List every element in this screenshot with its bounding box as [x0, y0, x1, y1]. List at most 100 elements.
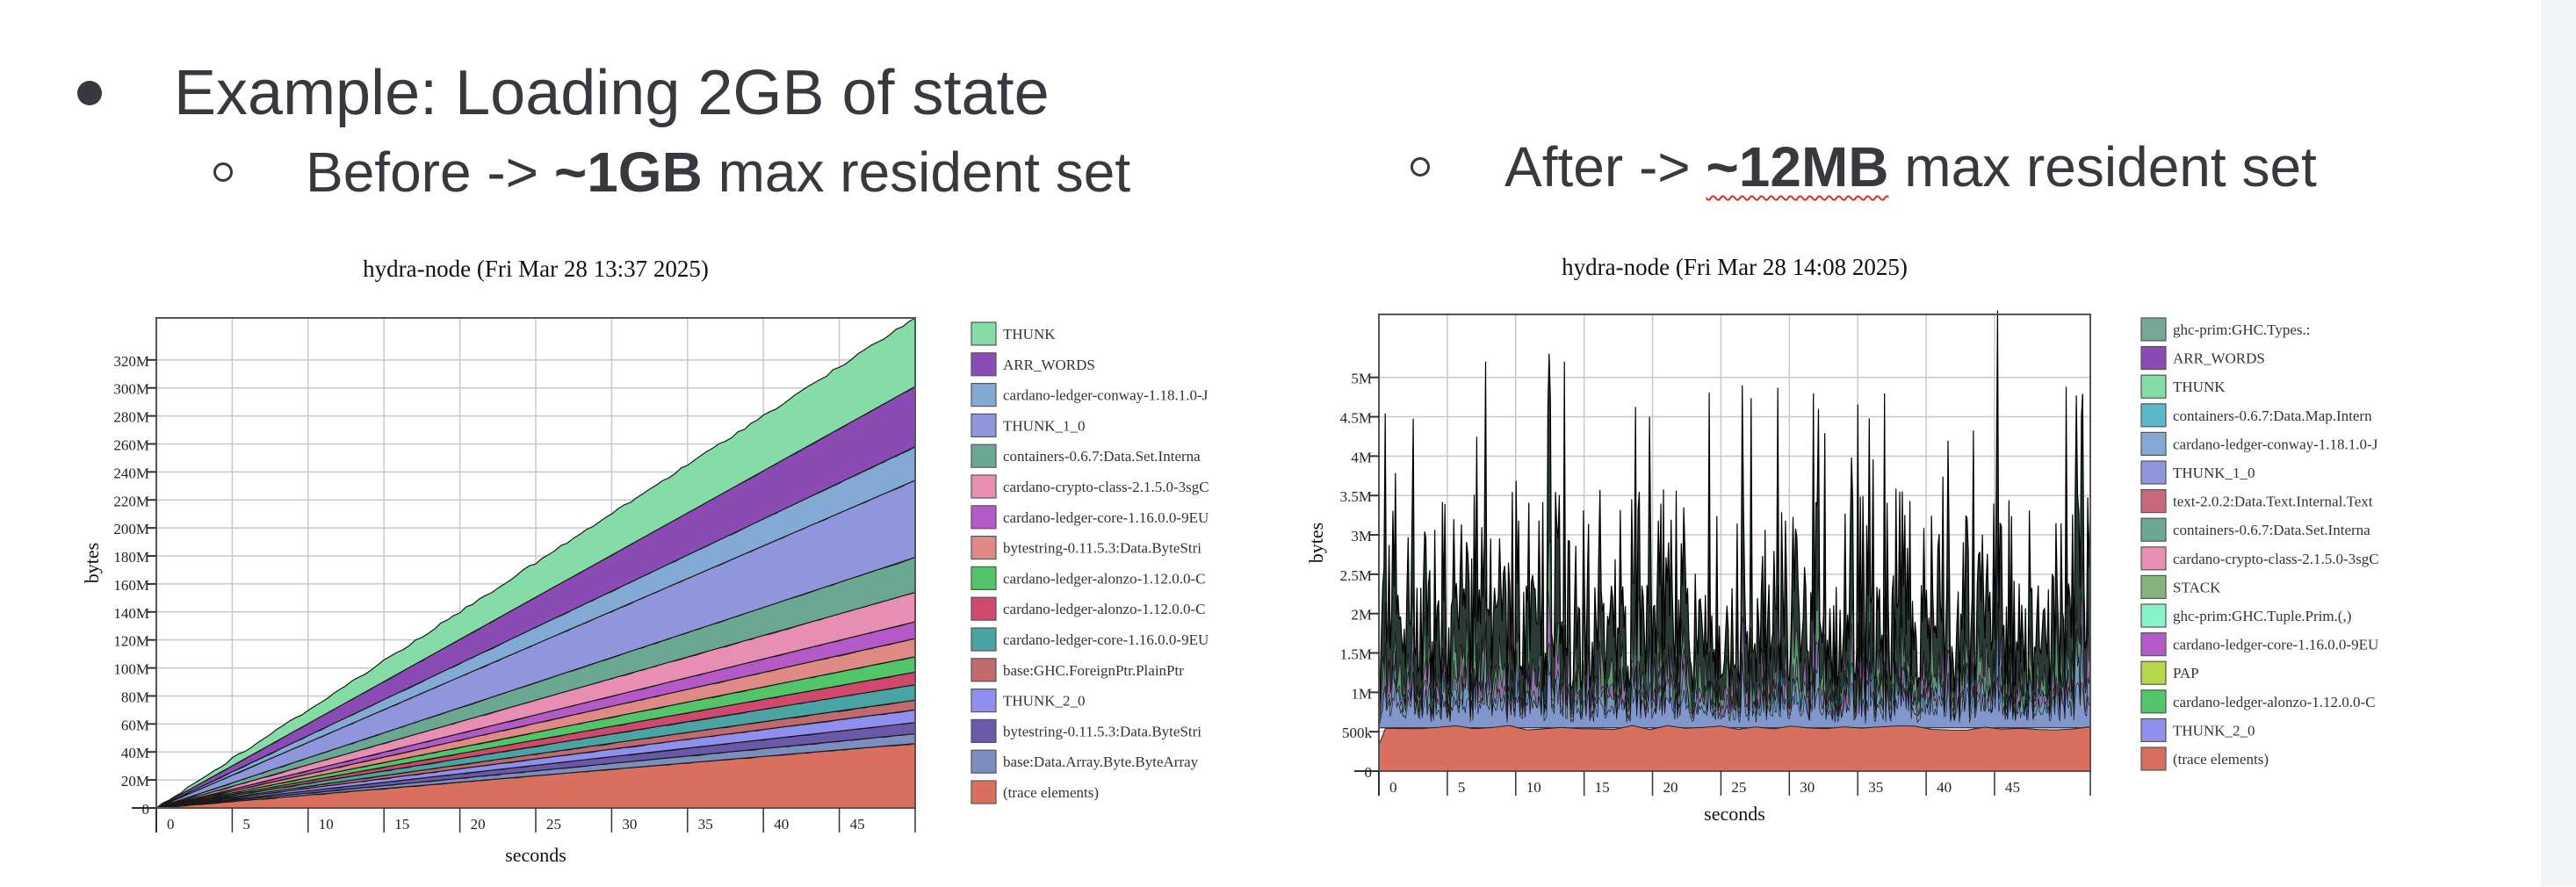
legend-swatch [2140, 574, 2167, 599]
before-prefix: Before -> [306, 141, 554, 204]
x-tick-label: 15 [1595, 779, 1610, 796]
legend-swatch [971, 413, 997, 437]
legend-swatch [971, 718, 997, 744]
after-line: After -> ~12MB max resident set [1504, 130, 2317, 204]
legend-swatch [2140, 603, 2167, 628]
x-tick-label: 10 [319, 816, 334, 833]
x-tick-label: 20 [471, 816, 486, 833]
legend-swatch [971, 474, 997, 499]
x-tick-label: 5 [242, 816, 250, 833]
y-tick-label: 40M [121, 745, 149, 761]
legend-swatch [971, 383, 997, 407]
legend-swatch [2140, 632, 2167, 657]
legend-swatch [971, 749, 997, 774]
y-tick-label: 2.5M [1340, 567, 1372, 584]
x-tick-label: 25 [546, 816, 561, 833]
x-tick-label: 45 [850, 816, 865, 833]
legend-entry: cardano-crypto-class-2.1.5.0-3sgC [1003, 479, 1209, 495]
y-tick-label: 60M [121, 717, 149, 733]
y-tick-label: 120M [113, 633, 149, 650]
plot-frame [1378, 314, 2091, 772]
legend-entry: ARR_WORDS [2173, 350, 2265, 367]
before-line: Before -> ~1GB max resident set [306, 135, 1130, 209]
legend-swatch [971, 321, 997, 346]
after-bold: ~12MB [1706, 135, 1889, 198]
legend: ghc-prim:GHC.Types.: ARR_WORDS THUNK contai… [2140, 317, 2379, 771]
y-tick-label: 240M [113, 465, 149, 481]
legend-entry: cardano-crypto-class-2.1.5.0-3sgC [2173, 551, 2379, 567]
y-tick-label: 5M [1351, 371, 1372, 387]
legend-swatch [2140, 489, 2167, 514]
legend-entry: cardano-ledger-core-1.16.0.0-9EU [1003, 509, 1209, 526]
legend-entry: cardano-ledger-alonzo-1.12.0.0-C [1003, 570, 1205, 587]
y-tick-label: 1M [1351, 685, 1372, 702]
y-tick-label: 0 [142, 801, 150, 818]
legend-entry: base:GHC.ForeignPtr.PlainPtr [1003, 662, 1184, 679]
x-tick-label: 5 [1458, 779, 1466, 796]
x-tick-label: 0 [167, 816, 175, 833]
legend-entry: bytestring-0.11.5.3:Data.ByteStri [1003, 540, 1201, 557]
x-tick-label: 35 [1868, 779, 1883, 796]
legend-entry: PAP [2173, 665, 2199, 681]
legend-swatch [2140, 403, 2167, 428]
legend-entry: THUNK_2_0 [1003, 693, 1086, 710]
legend-entry: ghc-prim:GHC.Types.: [2173, 321, 2311, 338]
legend-swatch [2140, 431, 2167, 456]
x-axis-label: seconds [1704, 803, 1765, 825]
legend-entry: THUNK_2_0 [2173, 722, 2255, 739]
y-tick-label: 160M [113, 577, 149, 594]
legend-swatch [2140, 546, 2167, 571]
after-prefix: After -> [1504, 135, 1707, 198]
y-tick-label: 320M [113, 353, 149, 370]
y-tick-label: 2M [1351, 607, 1372, 624]
slide-heading: Example: Loading 2GB of state [174, 58, 1050, 128]
x-tick-label: 40 [1937, 779, 1952, 796]
x-tick-label: 35 [698, 816, 713, 833]
area-series [155, 316, 916, 809]
legend-entry: cardano-ledger-conway-1.18.1.0-J [1003, 387, 1209, 404]
x-tick-label: 30 [622, 816, 637, 833]
bullet-level-1 [77, 81, 102, 105]
y-tick-label: 140M [113, 605, 149, 622]
x-tick-label: 10 [1526, 779, 1541, 796]
before-bold: ~1GB [553, 141, 703, 204]
legend-swatch [2140, 746, 2167, 771]
chart-title: hydra-node (Fri Mar 28 13:37 2025) [363, 256, 709, 282]
legend-swatch [2140, 345, 2167, 371]
legend-entry: text-2.0.2:Data.Text.Internal.Text [2173, 494, 2373, 510]
y-tick-label: 200M [113, 521, 149, 537]
x-tick-label: 40 [774, 816, 789, 833]
y-tick-label: 220M [113, 493, 149, 509]
legend-swatch [971, 780, 997, 804]
y-tick-label: 280M [113, 409, 149, 426]
chart-before: 0 20M 40M 60M 80M 100M 120M 140M 160M 180M 200M 220… [81, 256, 1209, 866]
y-tick-label: 100M [113, 661, 149, 678]
y-tick-label: 4.5M [1340, 410, 1372, 427]
legend-swatch [2140, 660, 2167, 685]
before-suffix: max resident set [702, 141, 1131, 204]
legend-entry: containers-0.6.7:Data.Set.Interna [2173, 522, 2370, 538]
y-tick-label: 1.5M [1340, 646, 1372, 663]
x-tick-label: 0 [1389, 779, 1397, 796]
legend-entry: bytestring-0.11.5.3:Data.ByteStri [1003, 723, 1201, 739]
y-tick-label: 300M [113, 381, 149, 398]
chart-after-panel: 0 500k 1M 1.5M 2M 2.5M 3M 3.5M 4M 4.5M 5M 0 5 10 15 20 2… [1300, 237, 2529, 883]
stacked-areas [155, 316, 916, 809]
y-tick-label: 80M [121, 689, 149, 705]
bullet-level-2-after [1411, 157, 1430, 177]
after-suffix: max resident set [1888, 135, 2317, 198]
legend-entry: cardano-ledger-alonzo-1.12.0.0-C [2173, 694, 2375, 710]
y-axis-label: bytes [81, 543, 103, 583]
legend-entry: containers-0.6.7:Data.Map.Intern [2173, 407, 2372, 424]
area-series-band [1378, 650, 2091, 728]
legend-entry: (trace elements) [1003, 784, 1099, 801]
legend-entry: STACK [2173, 579, 2221, 595]
y-tick-label: 20M [121, 773, 149, 790]
y-tick-label: 180M [113, 549, 149, 566]
legend-swatch [2140, 689, 2167, 714]
legend-entry: (trace elements) [2173, 751, 2269, 768]
y-tick-label: 0 [1365, 764, 1373, 781]
x-axis-label: seconds [505, 844, 566, 866]
legend-swatch [971, 444, 997, 468]
legend-entry: THUNK [2173, 379, 2226, 395]
